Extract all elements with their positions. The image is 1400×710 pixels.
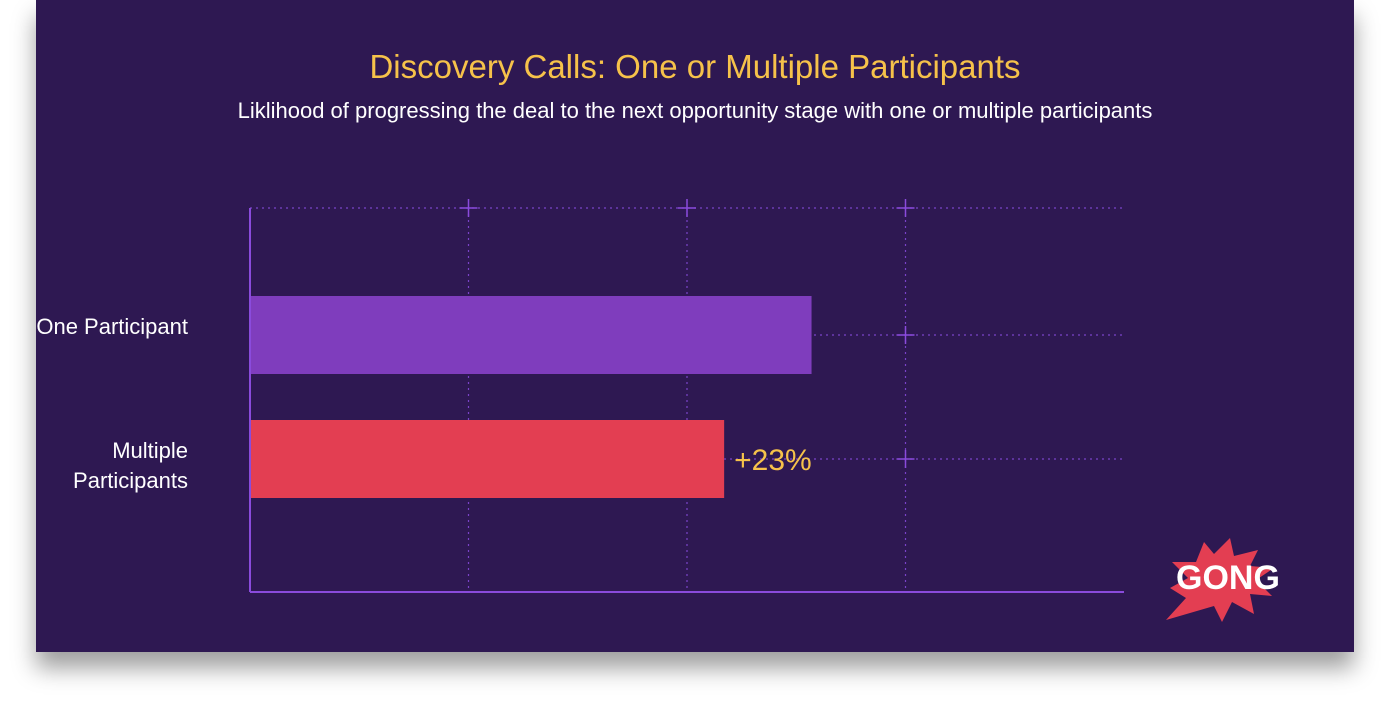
category-label-one-participant: One Participant	[0, 312, 188, 342]
category-label-multiple-participants: Multiple Participants	[0, 436, 188, 496]
logo-text: GONG	[1176, 559, 1280, 597]
bar-layer: +23%	[250, 296, 812, 498]
axis-layer	[249, 208, 1124, 593]
bar	[250, 296, 812, 374]
category-label-line: Multiple	[112, 438, 188, 463]
chart-title: Discovery Calls: One or Multiple Partici…	[369, 48, 1021, 85]
bar-chart: +23%	[249, 199, 1124, 593]
bar	[250, 420, 725, 498]
bar-annotation: +23%	[734, 444, 812, 477]
gong-logo: GONG	[1166, 538, 1280, 622]
category-label-line: One Participant	[36, 314, 188, 339]
grid-layer	[250, 199, 1124, 592]
logo-starburst-shape	[1166, 538, 1274, 622]
chart-subtitle: Liklihood of progressing the deal to the…	[237, 98, 1153, 123]
chart-card: Discovery Calls: One or Multiple Partici…	[36, 0, 1354, 652]
category-label-line: Participants	[73, 468, 188, 493]
